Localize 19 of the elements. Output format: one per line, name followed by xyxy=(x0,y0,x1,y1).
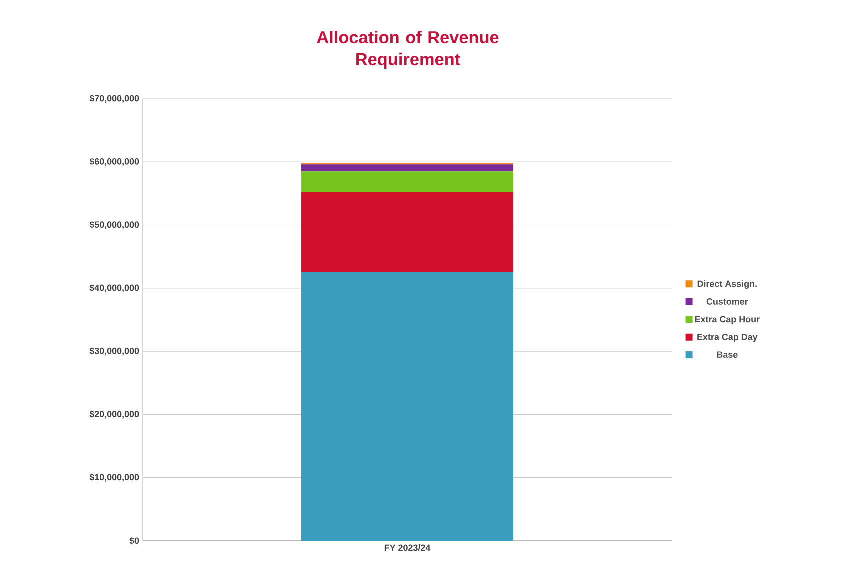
bar xyxy=(302,192,514,272)
bar xyxy=(302,172,514,192)
legend-label: Extra Cap Day xyxy=(698,334,758,342)
y-tick-label: $60,000,000 xyxy=(90,158,140,166)
legend-label: Customer xyxy=(706,298,748,305)
y-tick-label: $10,000,000 xyxy=(90,474,140,482)
y-tick-label: $40,000,000 xyxy=(90,284,140,292)
y-tick-label: $0 xyxy=(130,537,140,545)
y-tick-label: $30,000,000 xyxy=(90,348,140,356)
legend-label: Extra Cap Hour xyxy=(695,316,760,324)
chart-title: Allocation of Revenue Requirement xyxy=(317,30,499,69)
y-tick-label: $70,000,000 xyxy=(90,94,140,104)
bar xyxy=(302,272,514,541)
text: Base xyxy=(717,352,738,358)
bar xyxy=(302,164,514,172)
x-tick-label: FY 2023/24 xyxy=(384,544,431,552)
legend-label: Direct Assign. xyxy=(698,280,757,290)
y-tick-label: $50,000,000 xyxy=(90,221,140,230)
y-tick-label: $20,000,000 xyxy=(90,410,140,419)
